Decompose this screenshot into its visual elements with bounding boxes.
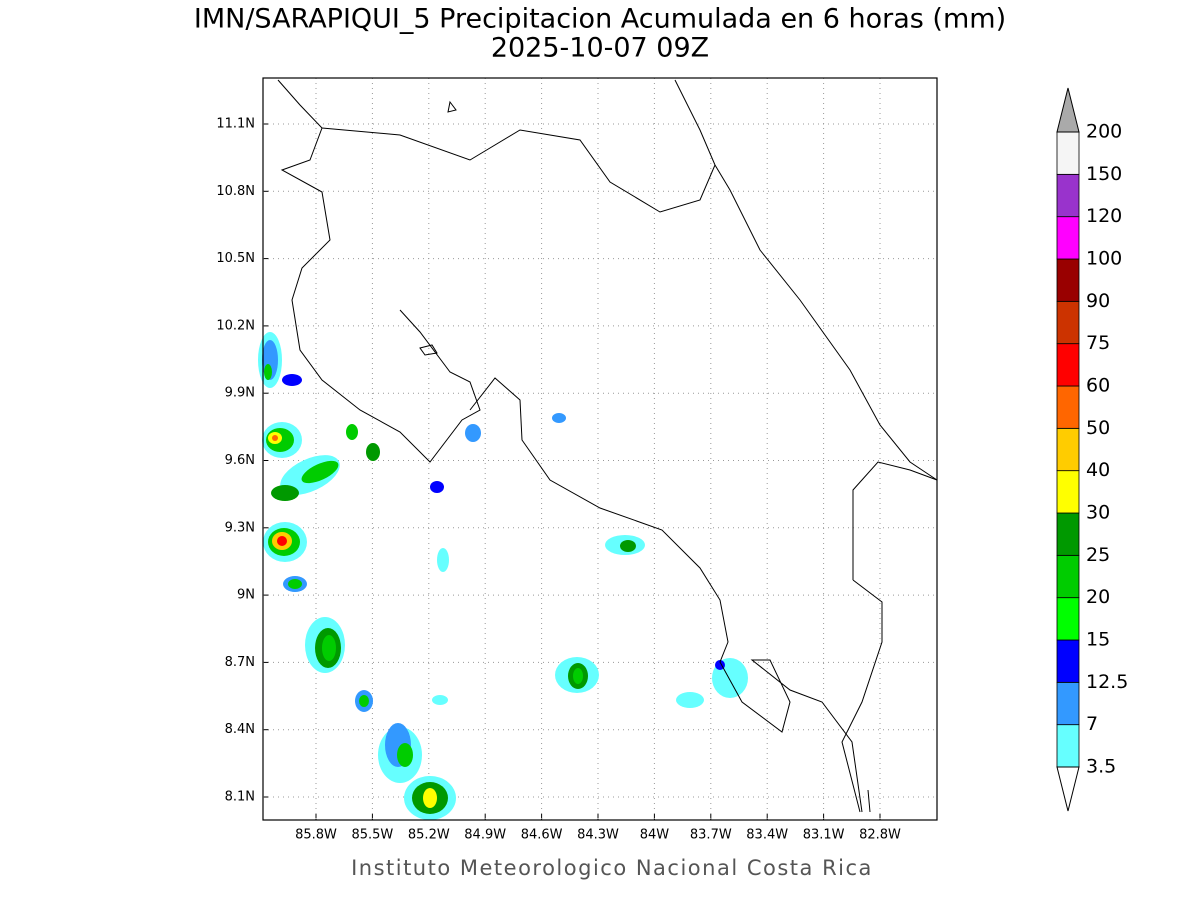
colorbar-segment: [1056, 343, 1080, 387]
lon-tick-label: 85.2W: [408, 828, 450, 843]
colorbar-label: 30: [1086, 502, 1110, 524]
colorbar-label: 3.5: [1086, 756, 1116, 778]
colorbar-segment: [1056, 131, 1080, 175]
lon-tick-label: 85.8W: [295, 828, 337, 843]
lon-tick-label: 82.8W: [859, 828, 901, 843]
lat-tick-label: 9.9N: [225, 386, 255, 401]
colorbar-label: 120: [1086, 205, 1122, 227]
colorbar-segment: [1056, 258, 1080, 302]
colorbar-segment: [1056, 724, 1080, 768]
colorbar: 3.5 7 12.5 15 20 25 30 40 50 60 75 90 100 120 150 200: [1056, 87, 1128, 812]
lat-tick-label: 9.6N: [225, 453, 255, 468]
colorbar-segment: [1056, 216, 1080, 260]
lon-tick-label: 85.5W: [351, 828, 393, 843]
lon-tick-label: 84.6W: [521, 828, 563, 843]
lat-tick-label: 9N: [237, 588, 255, 603]
coastline: [277, 79, 938, 813]
lon-tick-label: 83.4W: [746, 828, 788, 843]
colorbar-label: 200: [1086, 121, 1122, 143]
colorbar-label: 150: [1086, 163, 1122, 185]
colorbar-segment: [1056, 470, 1080, 514]
subtitle: 2025-10-07 09Z: [491, 33, 709, 64]
lat-tick-label: 10.2N: [216, 318, 255, 333]
lon-tick-label: 83.1W: [803, 828, 845, 843]
lat-tick-label: 11.1N: [216, 117, 255, 132]
lat-tick-label: 8.4N: [225, 722, 255, 737]
colorbar-label: 50: [1086, 417, 1110, 439]
colorbar-segment: [1056, 554, 1080, 599]
lat-tick-label: 10.5N: [216, 251, 255, 266]
colorbar-segment: [1056, 639, 1080, 683]
colorbar-segment: [1056, 173, 1080, 218]
lat-tick-label: 9.3N: [225, 520, 255, 535]
lat-tick-label: 8.1N: [225, 790, 255, 805]
precipitation: [258, 332, 748, 820]
colorbar-segment: [1056, 597, 1080, 641]
colorbar-under: [1056, 766, 1080, 812]
colorbar-label: 12.5: [1086, 671, 1128, 693]
grid: 11.1N 10.8N 10.5N 10.2N 9.9N 9.6N 9.3N 9N 8.7N 8.…: [216, 78, 937, 843]
colorbar-segment: [1056, 427, 1080, 472]
colorbar-label: 75: [1086, 332, 1110, 354]
footer: Instituto Meteorologico Nacional Costa R…: [351, 856, 873, 880]
lon-tick-label: 84W: [640, 828, 670, 843]
title: IMN/SARAPIQUI_5 Precipitacion Acumulada …: [194, 4, 1006, 35]
lat-tick-label: 8.7N: [225, 655, 255, 670]
colorbar-label: 40: [1086, 459, 1110, 481]
colorbar-label: 25: [1086, 544, 1110, 566]
colorbar-label: 15: [1086, 629, 1110, 651]
colorbar-label: 7: [1086, 713, 1098, 735]
colorbar-segment: [1056, 681, 1080, 726]
colorbar-label: 20: [1086, 586, 1110, 608]
colorbar-over: [1056, 87, 1080, 133]
colorbar-segment: [1056, 300, 1080, 345]
colorbar-segment: [1056, 385, 1080, 429]
lon-tick-label: 84.3W: [577, 828, 619, 843]
lat-tick-label: 10.8N: [216, 184, 255, 199]
lon-tick-label: 83.7W: [690, 828, 732, 843]
colorbar-label: 90: [1086, 290, 1110, 312]
colorbar-label: 100: [1086, 248, 1122, 270]
map-frame: [262, 77, 938, 821]
colorbar-segment: [1056, 512, 1080, 556]
colorbar-label: 60: [1086, 375, 1110, 397]
lon-tick-label: 84.9W: [464, 828, 506, 843]
